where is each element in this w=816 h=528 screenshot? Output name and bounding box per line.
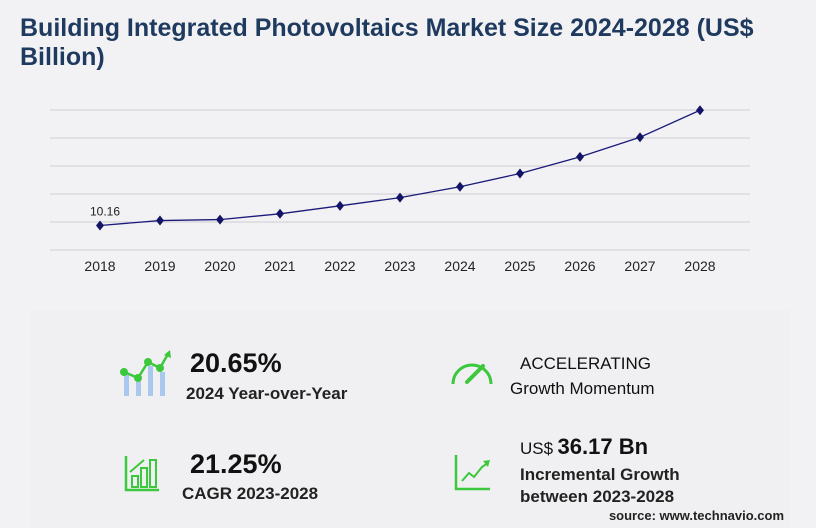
stats-panel	[30, 310, 790, 528]
momentum-label: Growth Momentum	[510, 379, 655, 398]
currency-prefix: US$	[520, 439, 554, 458]
x-tick-label: 2023	[384, 258, 415, 274]
x-tick-label: 2020	[204, 258, 235, 274]
x-tick-label: 2024	[444, 258, 475, 274]
trend-up-icon	[454, 455, 490, 491]
speedometer-icon	[451, 363, 493, 385]
data-point	[216, 214, 224, 225]
x-tick-label: 2018	[84, 258, 115, 274]
data-point	[636, 132, 644, 143]
cagr-value: 21.25%	[190, 449, 282, 479]
data-point	[96, 220, 104, 231]
incremental-value: US$ 36.17 Bn	[520, 434, 648, 460]
x-tick-label: 2021	[264, 258, 295, 274]
data-point	[396, 192, 404, 203]
data-point	[336, 200, 344, 211]
bar-chart-icon	[124, 456, 159, 492]
x-tick-label: 2019	[144, 258, 175, 274]
yoy-value: 20.65%	[190, 348, 282, 378]
chart-title: Building Integrated Photovoltaics Market…	[20, 14, 754, 71]
yoy-label: 2024 Year-over-Year	[186, 384, 348, 403]
incremental-label-2: between 2023-2028	[520, 487, 675, 506]
cagr-label: CAGR 2023-2028	[182, 484, 319, 503]
x-tick-label: 2028	[684, 258, 715, 274]
x-tick-label: 2025	[504, 258, 535, 274]
x-tick-label: 2026	[564, 258, 595, 274]
x-tick-label: 2027	[624, 258, 655, 274]
data-point	[276, 208, 284, 219]
data-point	[156, 215, 164, 226]
momentum-value: ACCELERATING	[520, 354, 651, 373]
incremental-label-1: Incremental Growth	[520, 465, 680, 484]
data-point	[456, 181, 464, 192]
data-point	[576, 151, 584, 162]
growth-chart-icon	[120, 350, 171, 396]
line-chart: 2018 2019 2020 2021 2022 2023 2024 2025 2026 2027…	[50, 105, 750, 274]
data-point	[516, 168, 524, 179]
source-text: source: www.technavio.com	[608, 508, 784, 523]
data-point	[696, 105, 704, 116]
series-line	[99, 109, 701, 227]
data-label: 10.16	[90, 204, 120, 218]
x-tick-label: 2022	[324, 258, 355, 274]
incremental-amount: 36.17 Bn	[557, 434, 649, 459]
